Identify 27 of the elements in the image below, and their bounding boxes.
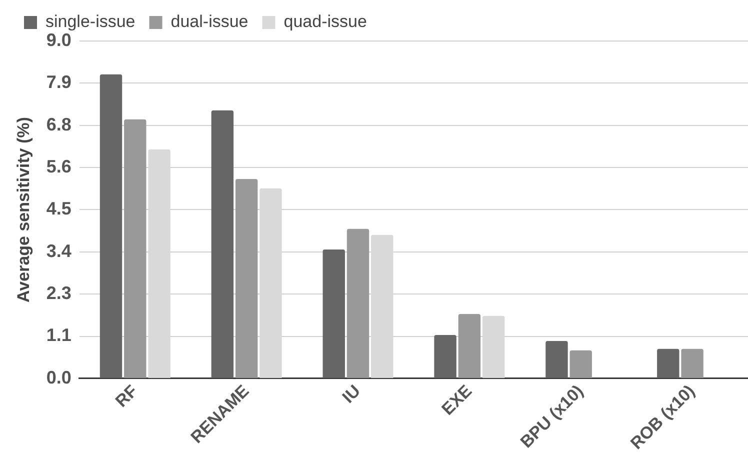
bar [100, 74, 122, 378]
legend-label: dual-issue [170, 12, 248, 32]
legend-label: single-issue [46, 12, 136, 32]
bar [458, 314, 481, 378]
bar [681, 348, 704, 378]
bar [434, 334, 456, 378]
bar [211, 110, 234, 378]
y-tick-label: 2.3 [46, 283, 72, 304]
x-tick-label: IU [338, 381, 364, 407]
bar [322, 249, 345, 378]
bar [124, 119, 146, 378]
bar [570, 350, 592, 378]
y-axis-title: Average sensitivity (%) [14, 116, 33, 302]
legend-label: quad-issue [284, 12, 367, 32]
x-tick-label: RF [112, 381, 142, 411]
y-tick-label: 3.4 [46, 240, 72, 261]
bar [657, 348, 680, 378]
y-tick-label: 6.8 [46, 114, 72, 134]
y-tick-label: 0.0 [46, 367, 72, 388]
y-tick-label: 4.5 [46, 198, 72, 219]
bar [346, 228, 370, 378]
y-tick-label: 7.9 [46, 72, 72, 92]
bar [235, 178, 258, 378]
y-tick-label: 1.1 [46, 325, 72, 346]
bar [546, 340, 568, 378]
y-tick-label: 5.6 [46, 156, 72, 177]
y-tick-label: 9.0 [46, 30, 72, 50]
